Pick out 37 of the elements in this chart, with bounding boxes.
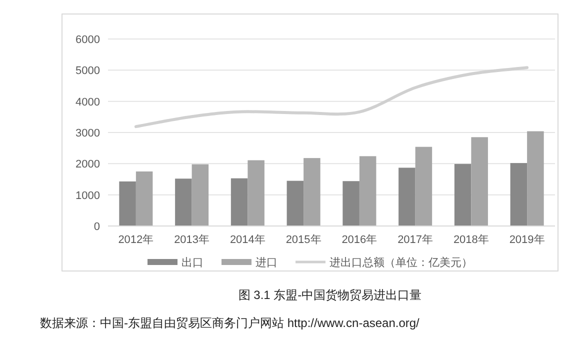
y-tick-label: 3000 [76,128,100,140]
x-tick-label: 2015年 [286,234,322,246]
bar [286,180,304,226]
bar [471,137,488,226]
bar [304,158,320,226]
y-tick-label: 0 [94,221,100,233]
bar [119,181,136,226]
bar [248,160,264,226]
bar [136,171,153,226]
bar [415,146,432,226]
y-tick-label: 6000 [76,34,100,46]
bar [192,164,209,226]
bar [527,131,544,226]
x-tick-label: 2014年 [230,234,266,246]
line-series [134,66,529,128]
legend-label: 进口 [256,256,278,269]
x-tick-label: 2012年 [118,234,154,246]
x-tick-label: 2013年 [174,234,210,246]
legend-label: 进出口总额（单位：亿美元） [330,256,472,269]
x-tick-label: 2018年 [453,234,489,246]
source-note: 数据来源：中国-东盟自由贸易区商务门户网站 http://www.cn-asean.org/ [40,316,420,330]
bar [454,164,472,226]
text: 图 3.1 东盟-中国货物贸易进出口量 [238,288,422,302]
y-tick-label: 4000 [76,96,100,108]
y-tick-label: 2000 [76,158,100,171]
bar [342,181,360,226]
x-tick-label: 2019年 [509,234,545,246]
y-tick-label: 5000 [76,65,100,78]
bar [359,156,376,226]
x-tick-label: 2016年 [342,234,378,246]
bar [398,168,416,226]
bar [175,178,192,226]
y-tick-label: 1000 [76,190,100,202]
bar [510,163,528,226]
bar [230,178,248,226]
legend-label: 出口 [182,256,204,269]
x-tick-label: 2017年 [398,234,434,246]
